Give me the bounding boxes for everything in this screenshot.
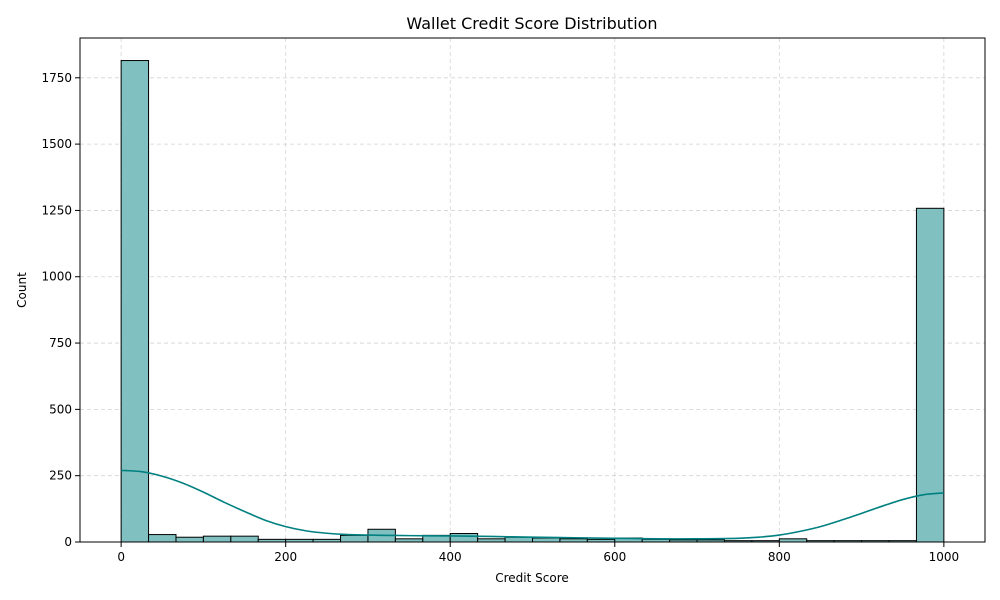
x-tick-label: 400	[439, 550, 462, 564]
histogram-bar	[230, 535, 259, 543]
histogram-bar	[449, 533, 479, 543]
histogram-bar	[175, 536, 204, 543]
y-tick-label: 750	[49, 336, 72, 350]
histogram-bar	[202, 535, 232, 543]
histogram-bar	[148, 534, 177, 543]
x-axis-ticks: 0 200 400 600 800 1000	[117, 542, 959, 564]
y-tick-label: 1500	[41, 137, 72, 151]
x-axis-label: Credit Score	[495, 571, 569, 585]
grid-lines	[80, 38, 985, 543]
x-tick-label: 0	[117, 550, 125, 564]
y-axis-label: Count	[15, 272, 29, 308]
histogram-bar	[915, 207, 945, 543]
histogram-bars	[120, 60, 945, 543]
y-tick-label: 500	[49, 402, 72, 416]
y-tick-label: 1250	[41, 203, 72, 217]
y-tick-label: 0	[64, 535, 72, 549]
histogram-bar	[120, 60, 150, 543]
x-tick-label: 1000	[929, 550, 960, 564]
y-tick-label: 1750	[41, 71, 72, 85]
x-tick-label: 200	[274, 550, 297, 564]
histogram-bar	[532, 537, 561, 543]
plot-frame	[79, 37, 986, 543]
y-tick-label: 250	[49, 469, 72, 483]
histogram-bar	[340, 534, 369, 543]
x-tick-label: 800	[768, 550, 791, 564]
y-tick-label: 1000	[41, 270, 72, 284]
x-tick-label: 600	[603, 550, 626, 564]
kde-curve	[121, 469, 944, 540]
y-axis-ticks: 0 250 500 750 1000 1250 1500 1750	[41, 71, 80, 549]
chart-title: Wallet Credit Score Distribution	[406, 14, 657, 33]
